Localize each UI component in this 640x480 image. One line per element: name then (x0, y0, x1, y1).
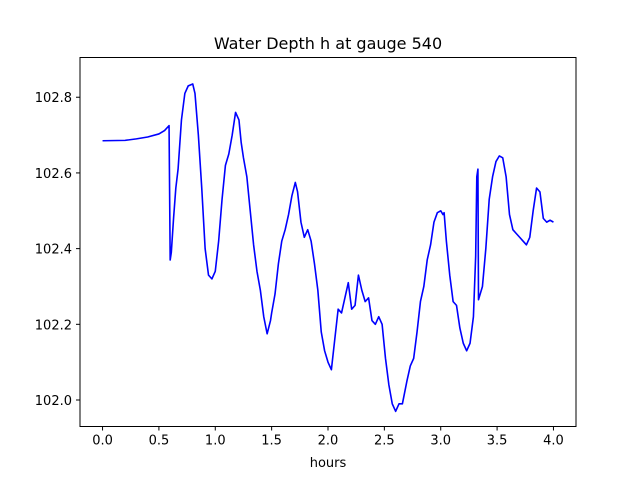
y-tick-label: 102.2 (35, 318, 72, 333)
x-tick-label: 0.5 (149, 434, 170, 449)
axes-frame (79, 57, 577, 427)
x-tick-label: 2.5 (374, 434, 395, 449)
x-tick-label: 1.5 (261, 434, 282, 449)
x-tick-label: 1.0 (205, 434, 226, 449)
x-tick-label: 3.5 (487, 434, 508, 449)
y-tick-label: 102.6 (35, 167, 72, 182)
plot-area (102, 83, 554, 413)
y-axis: 102.0 102.2 102.4 102.6 102.8 (35, 91, 80, 409)
x-tick-label: 0.0 (92, 434, 113, 449)
series-line-water-depth (102, 83, 554, 413)
x-tick-label: 4.0 (543, 434, 564, 449)
y-tick-label: 102.0 (35, 394, 72, 409)
y-tick-label: 102.4 (35, 243, 72, 258)
x-tick-label: 3.0 (430, 434, 451, 449)
x-tick-label: 2.0 (318, 434, 339, 449)
x-axis: 0.0 0.5 1.0 1.5 2.0 2.5 3.0 3.5 4.0 (92, 426, 564, 449)
chart-title: Water Depth h at gauge 540 (214, 34, 442, 53)
y-tick-label: 102.8 (35, 91, 72, 106)
x-axis-label: hours (310, 456, 347, 471)
